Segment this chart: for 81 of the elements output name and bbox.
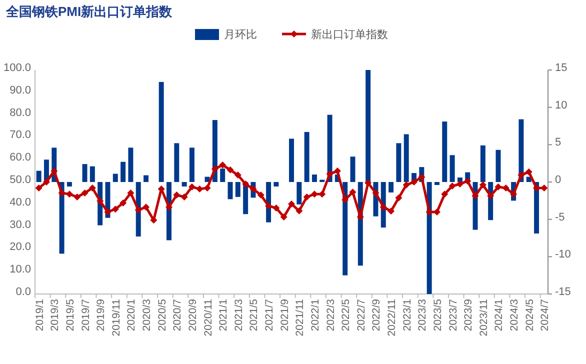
x-tick-label: 2023/9 [462, 298, 475, 332]
x-tick-label: 2020/1 [126, 298, 138, 332]
y2-tick-label: 15 [555, 62, 568, 74]
y-tick-label: 100.0 [3, 62, 31, 74]
x-tick-label: 2023/5 [432, 298, 444, 332]
x-tick-label: 2023/1 [401, 298, 414, 332]
x-tick-label: 2020/5 [156, 298, 168, 332]
x-tick-label: 2024/7 [539, 298, 552, 332]
legend-label: 月环比 [224, 28, 257, 41]
y2-tick-label: 0 [555, 174, 562, 186]
x-tick-label: 2021/1 [218, 298, 230, 332]
bar [120, 162, 126, 182]
bar [112, 174, 118, 182]
x-tick-label: 2024/1 [493, 298, 506, 332]
y-tick-label: 60.0 [10, 152, 31, 164]
x-tick-label: 2022/5 [340, 298, 352, 332]
y-tick-label: 10.0 [10, 264, 31, 276]
x-tick-label: 2021/9 [278, 298, 291, 332]
x-tick-label: 2022/9 [370, 298, 383, 332]
bar [350, 156, 356, 182]
y-tick-label: 70.0 [10, 129, 31, 142]
x-tick-label: 2021/11 [294, 298, 306, 336]
y2-tick-label: -5 [555, 211, 565, 224]
bar [434, 182, 440, 185]
bar [158, 82, 164, 182]
x-tick-label: 2022/1 [309, 298, 322, 332]
x-tick-label: 2019/1 [34, 298, 46, 332]
bar [342, 182, 348, 276]
y-tick-label: 40.0 [10, 196, 31, 208]
bar [296, 182, 302, 204]
x-tick-label: 2019/11 [110, 298, 122, 336]
legend-label: 新出口订单指数 [311, 28, 388, 41]
x-tick-label: 2021/3 [232, 298, 245, 332]
y-tick-label: 20.0 [10, 241, 31, 254]
bar [235, 182, 240, 197]
y-tick-label: 90.0 [10, 84, 31, 96]
bar [90, 166, 95, 182]
y2-tick-label: 5 [555, 136, 562, 149]
bar [82, 164, 88, 182]
y-tick-label: 50.0 [10, 174, 31, 186]
x-tick-label: 2023/7 [447, 298, 460, 332]
bar [66, 182, 72, 186]
x-tick-label: 2022/11 [386, 298, 398, 336]
x-tick-label: 2024/5 [524, 298, 536, 332]
y-tick-label: 80.0 [10, 106, 31, 119]
y2-tick-label: -15 [555, 286, 571, 298]
x-tick-label: 2019/5 [64, 298, 76, 332]
x-tick-label: 2020/11 [202, 298, 214, 336]
x-tick-label: 2021/7 [264, 298, 276, 332]
x-tick-label: 2020/3 [141, 298, 154, 332]
x-tick-label: 2022/7 [355, 298, 368, 332]
bar [304, 132, 310, 182]
bar [289, 138, 294, 182]
x-tick-label: 2020/9 [186, 298, 199, 332]
bar [36, 170, 42, 182]
x-tick-label: 2019/9 [95, 298, 108, 332]
bar [327, 114, 332, 182]
x-tick-label: 2019/3 [49, 298, 62, 332]
bar [312, 174, 317, 182]
bar [144, 175, 149, 182]
bar [128, 148, 134, 182]
chart-title: 全国钢铁PMI新出口订单指数 [5, 4, 174, 19]
bar [174, 143, 180, 182]
bar [59, 182, 64, 254]
x-tick-label: 2021/5 [248, 298, 260, 332]
y2-tick-label: 10 [555, 99, 568, 112]
x-tick-label: 2022/3 [324, 298, 337, 332]
x-tick-label: 2024/3 [508, 298, 521, 332]
bar [182, 182, 187, 186]
bar [388, 182, 394, 192]
bar [396, 143, 402, 182]
x-tick-label: 2023/3 [416, 298, 429, 332]
x-tick-label: 2020/7 [172, 298, 184, 332]
x-tick-label: 2023/11 [478, 298, 490, 336]
bar [442, 122, 448, 182]
bar [274, 182, 279, 186]
y-tick-label: 0.0 [16, 286, 31, 298]
x-tick-label: 2019/7 [80, 298, 92, 332]
y2-tick-label: -10 [555, 248, 571, 261]
bar [426, 182, 432, 294]
y-tick-label: 30.0 [10, 218, 31, 231]
